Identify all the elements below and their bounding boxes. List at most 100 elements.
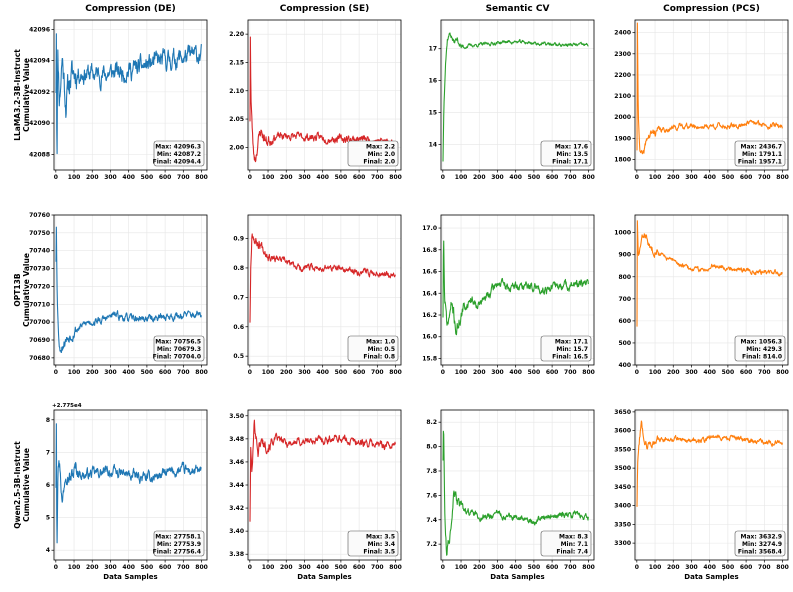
x-tick-label: 500 [335,564,348,571]
x-tick-label: 0 [441,564,445,571]
y-tick-label: 3.40 [229,528,244,535]
y-tick-label: 2.20 [229,31,244,38]
x-tick-label: 300 [685,369,698,376]
axis-offset-label: +2.775e4 [52,403,82,409]
y-tick-label: 16.4 [422,290,437,297]
x-tick-label: 700 [371,174,384,181]
stat-final: Final: 1957.1 [738,159,782,166]
x-tick-label: 300 [685,174,698,181]
x-tick-label: 800 [776,564,789,571]
y-tick-label: 3.50 [229,413,244,420]
y-tick-label: 3400 [614,503,631,510]
stat-max: Max: 3.5 [366,534,395,541]
axes-frame [247,19,402,171]
x-tick-label: 300 [491,369,504,376]
axes-frame [53,19,208,171]
x-tick-label: 700 [371,369,384,376]
stat-min: Min: 3.4 [368,541,395,548]
y-tick-label: 1800 [614,156,631,163]
y-tick-label: 70720 [29,283,50,290]
series-line [442,430,589,556]
y-tick-label: 16.0 [422,334,437,341]
stat-max: Max: 27758.1 [155,534,201,541]
x-tick-label: 200 [473,174,486,181]
y-tick-label: 2200 [614,72,631,79]
y-tick-label: 8 [46,417,50,424]
x-tick-label: 300 [685,564,698,571]
stat-max: Max: 70756.5 [155,339,201,346]
x-tick-label: 0 [248,174,252,181]
x-tick-label: 600 [159,174,172,181]
stat-max: Max: 17.6 [555,144,588,151]
stat-max: Max: 17.1 [555,339,588,346]
row-label-line: Qwen2.5-3B-Instruct [13,441,22,529]
y-tick-label: 500 [618,340,631,347]
row-label-line: Cumulative Value [22,253,31,327]
x-tick-label: 500 [528,369,541,376]
stat-max: Max: 1.0 [366,339,395,346]
y-tick-label: 3350 [614,521,631,528]
x-tick-label: 300 [298,564,311,571]
y-tick-label: 3.46 [229,459,244,466]
y-tick-label: 15 [429,110,437,117]
series-line [249,419,396,522]
axes-frame [53,214,208,366]
x-tick-label: 0 [54,369,58,376]
series-line [249,233,396,323]
x-tick-label: 400 [703,369,716,376]
y-tick-label: 2.00 [229,144,244,151]
axes-frame [440,19,595,171]
x-tick-label: 100 [68,174,81,181]
y-tick-label: 7.2 [426,541,437,548]
x-tick-label: 300 [298,174,311,181]
y-tick-label: 16.2 [422,312,437,319]
y-tick-label: 15.8 [422,355,437,362]
x-tick-label: 400 [122,564,135,571]
stat-min: Min: 1791.1 [742,151,782,158]
x-tick-label: 800 [389,369,402,376]
x-tick-label: 300 [298,369,311,376]
stat-final: Final: 3.5 [363,549,395,556]
x-tick-label: 700 [177,564,190,571]
x-tick-label: 300 [104,369,117,376]
x-tick-label: 300 [104,174,117,181]
x-tick-label: 400 [316,369,329,376]
x-tick-label: 0 [54,564,58,571]
chart-panel: 0 100 200 300 400 500 600 700 800 4 5 6 7 8 +2.775e4 Da… [46,403,208,581]
series-line [636,22,783,155]
y-tick-label: 70740 [29,248,50,255]
chart-panel: 0 100 200 300 400 500 600 700 800 15.8 16.0 16.2 16.… [422,214,595,376]
y-tick-label: 700 [618,296,631,303]
stat-min: Min: 13.5 [556,151,588,158]
y-tick-label: 3.42 [229,505,244,512]
stat-final: Final: 42094.4 [153,159,201,166]
x-tick-label: 700 [564,564,577,571]
row-label: Qwen2.5-3B-Instruct Cumulative Value [13,441,31,529]
x-tick-label: 0 [441,369,445,376]
stat-final: Final: 3568.4 [738,549,782,556]
axes-frame [440,214,595,366]
y-tick-label: 400 [618,362,631,369]
stat-final: Final: 27756.4 [153,549,201,556]
stat-final: Final: 7.4 [556,549,588,556]
y-tick-label: 16.8 [422,247,437,254]
y-tick-label: 17 [429,46,437,53]
x-tick-label: 500 [141,174,154,181]
row-label: LLaMA3.2-3B-Instruct Cumulative Value [13,49,31,141]
x-axis-label: Data Samples [684,573,738,581]
stats-box-frame [347,140,399,167]
y-tick-label: 7.8 [426,468,437,475]
x-tick-label: 700 [758,564,771,571]
stats-box-frame [153,335,205,362]
axes-frame [440,409,595,561]
y-tick-label: 7.6 [426,492,437,499]
chart-panel: 0 100 200 300 400 500 600 700 800 3300 3350 3400 345… [614,409,789,581]
x-tick-label: 400 [509,369,522,376]
y-tick-label: 7.4 [426,517,437,524]
x-tick-label: 600 [353,564,366,571]
y-tick-label: 3450 [614,484,631,491]
